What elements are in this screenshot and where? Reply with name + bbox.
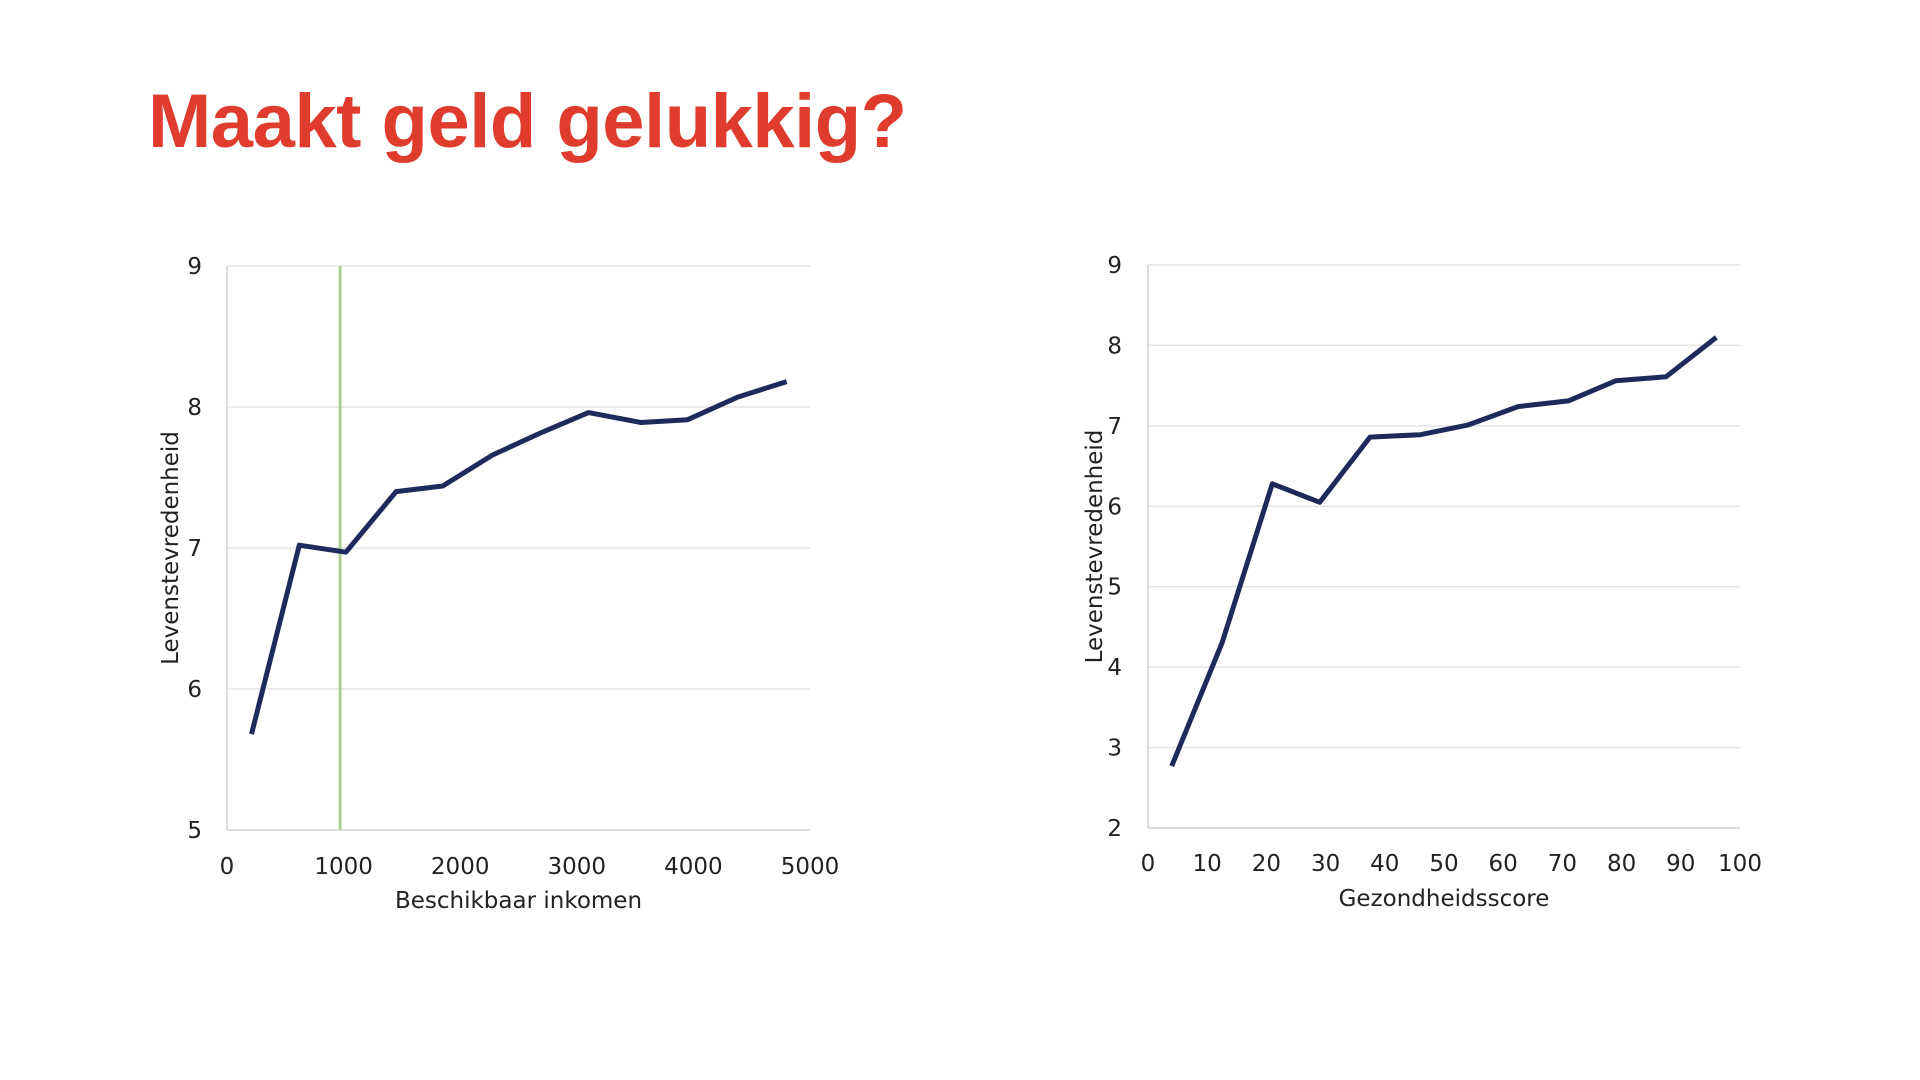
x-tick-label: 60 bbox=[1489, 851, 1518, 877]
y-tick-label: 8 bbox=[1107, 333, 1122, 359]
y-tick-label: 5 bbox=[187, 818, 202, 844]
y-tick-label: 5 bbox=[1107, 575, 1122, 601]
y-tick-label: 7 bbox=[187, 536, 202, 562]
x-tick-label: 30 bbox=[1311, 851, 1340, 877]
x-tick-label: 3000 bbox=[548, 854, 607, 880]
y-tick-label: 9 bbox=[1107, 253, 1122, 279]
x-tick-label: 2000 bbox=[431, 854, 490, 880]
x-axis-title: Gezondheidsscore bbox=[1339, 886, 1550, 912]
x-tick-label: 5000 bbox=[781, 854, 840, 880]
x-tick-label: 90 bbox=[1666, 851, 1695, 877]
x-tick-label: 4000 bbox=[664, 854, 723, 880]
y-tick-label: 9 bbox=[187, 254, 202, 280]
slide-title: Maakt geld gelukkig? bbox=[148, 79, 907, 164]
series-line bbox=[249, 379, 788, 735]
y-tick-label: 7 bbox=[1107, 414, 1122, 440]
x-tick-label: 70 bbox=[1548, 851, 1577, 877]
y-tick-label: 4 bbox=[1107, 655, 1122, 681]
x-axis-title: Beschikbaar inkomen bbox=[395, 888, 642, 914]
x-tick-label: 40 bbox=[1370, 851, 1399, 877]
x-tick-label: 80 bbox=[1607, 851, 1636, 877]
y-tick-label: 6 bbox=[187, 677, 202, 703]
y-tick-label: 8 bbox=[187, 395, 202, 421]
y-axis-title: Levenstevredenheid bbox=[158, 431, 184, 665]
y-axis-title: Levenstevredenheid bbox=[1082, 430, 1108, 664]
series-line bbox=[1169, 335, 1718, 768]
y-tick-label: 6 bbox=[1107, 494, 1122, 520]
x-tick-label: 100 bbox=[1718, 851, 1762, 877]
x-tick-label: 50 bbox=[1429, 851, 1458, 877]
x-tick-label: 10 bbox=[1193, 851, 1222, 877]
y-tick-label: 3 bbox=[1107, 736, 1122, 762]
x-tick-label: 0 bbox=[1141, 851, 1156, 877]
y-tick-label: 2 bbox=[1107, 816, 1122, 842]
x-tick-label: 1000 bbox=[314, 854, 373, 880]
x-tick-label: 0 bbox=[220, 854, 235, 880]
x-tick-label: 20 bbox=[1252, 851, 1281, 877]
